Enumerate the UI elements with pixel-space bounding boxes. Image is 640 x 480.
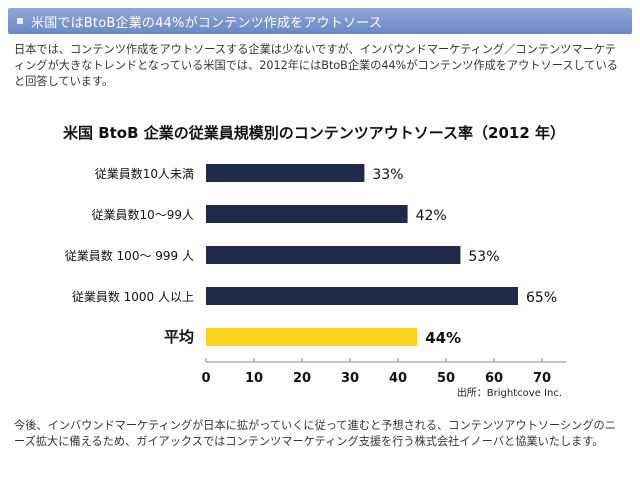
value-label: 33% [372,167,403,183]
x-tick-label: 20 [293,371,311,386]
data-bar [206,164,365,182]
value-label: 42% [416,208,447,224]
x-tick-label: 10 [245,371,263,386]
value-label: 53% [468,249,499,265]
data-bar [206,287,518,305]
data-bar [206,205,408,223]
outsourcing-rate-chart: 米国 BtoB 企業の従業員規模別のコンテンツアウトソース率（2012 年） 従… [14,120,626,410]
x-tick-label: 30 [341,371,359,386]
category-label: 従業員数 100～ 999 人 [65,248,194,263]
x-tick-label: 0 [201,371,210,386]
section-title: 米国ではBtoB企業の44%がコンテンツ作成をアウトソース [31,15,382,31]
section-header: 米国ではBtoB企業の44%がコンテンツ作成をアウトソース [8,8,632,34]
x-tick-label: 60 [485,371,503,386]
x-tick-label: 50 [437,371,455,386]
intro-paragraph: 日本では、コンテンツ作成をアウトソースする企業は少ないですが、インバウンドマーケ… [14,43,618,88]
chart-svg: 米国 BtoB 企業の従業員規模別のコンテンツアウトソース率（2012 年） 従… [63,124,566,399]
average-bar [206,328,418,346]
data-bar [206,246,461,264]
value-label: 65% [526,290,557,306]
chart-title: 米国 BtoB 企業の従業員規模別のコンテンツアウトソース率（2012 年） [63,124,565,142]
x-tick-label: 70 [533,371,551,386]
chart-source: 出所：Brightcove Inc. [457,386,562,399]
category-label: 平均 [164,328,194,346]
x-tick-label: 40 [389,371,407,386]
square-bullet-icon [17,18,23,24]
category-label: 従業員数10～99人 [91,207,194,222]
closing-paragraph: 今後、インバウンドマーケティングが日本に拡がっていくに従って進むと予想される、コ… [14,419,616,448]
category-label: 従業員数10人未満 [95,166,194,181]
value-label: 44% [425,329,461,347]
category-label: 従業員数 1000 人以上 [72,289,194,304]
